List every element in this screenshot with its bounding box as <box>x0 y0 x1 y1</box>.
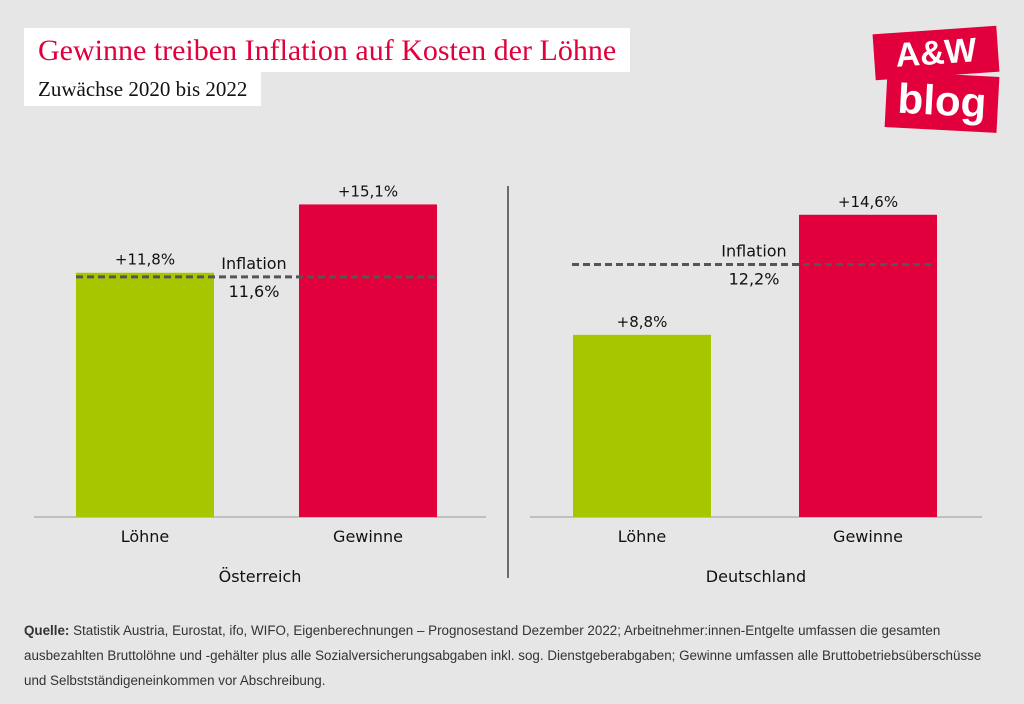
oesterreich-bar-loehne <box>76 272 214 517</box>
oesterreich-category-label-gewinne: Gewinne <box>333 527 403 546</box>
deutschland-inflation-value: 12,2% <box>729 269 780 288</box>
oesterreich-value-label-gewinne: +15,1% <box>338 182 398 200</box>
deutschland-value-label-loehne: +8,8% <box>617 313 668 331</box>
deutschland-value-label-gewinne: +14,6% <box>838 193 898 211</box>
oesterreich-inflation-value: 11,6% <box>229 282 280 301</box>
footnote-label: Quelle: <box>24 623 70 638</box>
deutschland-category-label-gewinne: Gewinne <box>833 527 903 546</box>
oesterreich-panel-label: Österreich <box>219 567 302 586</box>
footnote: Quelle: Statistik Austria, Eurostat, ifo… <box>24 618 984 693</box>
oesterreich-value-label-loehne: +11,8% <box>115 251 175 269</box>
chart-subtitle: Zuwächse 2020 bis 2022 <box>24 72 262 106</box>
deutschland-bar-gewinne <box>799 214 937 517</box>
deutschland-bar-loehne <box>573 334 711 517</box>
oesterreich-category-label-loehne: Löhne <box>121 527 170 546</box>
chart-title: Gewinne treiben Inflation auf Kosten der… <box>24 28 631 72</box>
oesterreich-bar-gewinne <box>299 204 437 517</box>
deutschland-panel-label: Deutschland <box>706 567 806 586</box>
oesterreich-inflation-label: Inflation <box>221 254 286 273</box>
deutschland-category-label-loehne: Löhne <box>618 527 667 546</box>
footnote-text: Statistik Austria, Eurostat, ifo, WIFO, … <box>24 623 982 688</box>
deutschland-inflation-label: Inflation <box>721 241 786 260</box>
